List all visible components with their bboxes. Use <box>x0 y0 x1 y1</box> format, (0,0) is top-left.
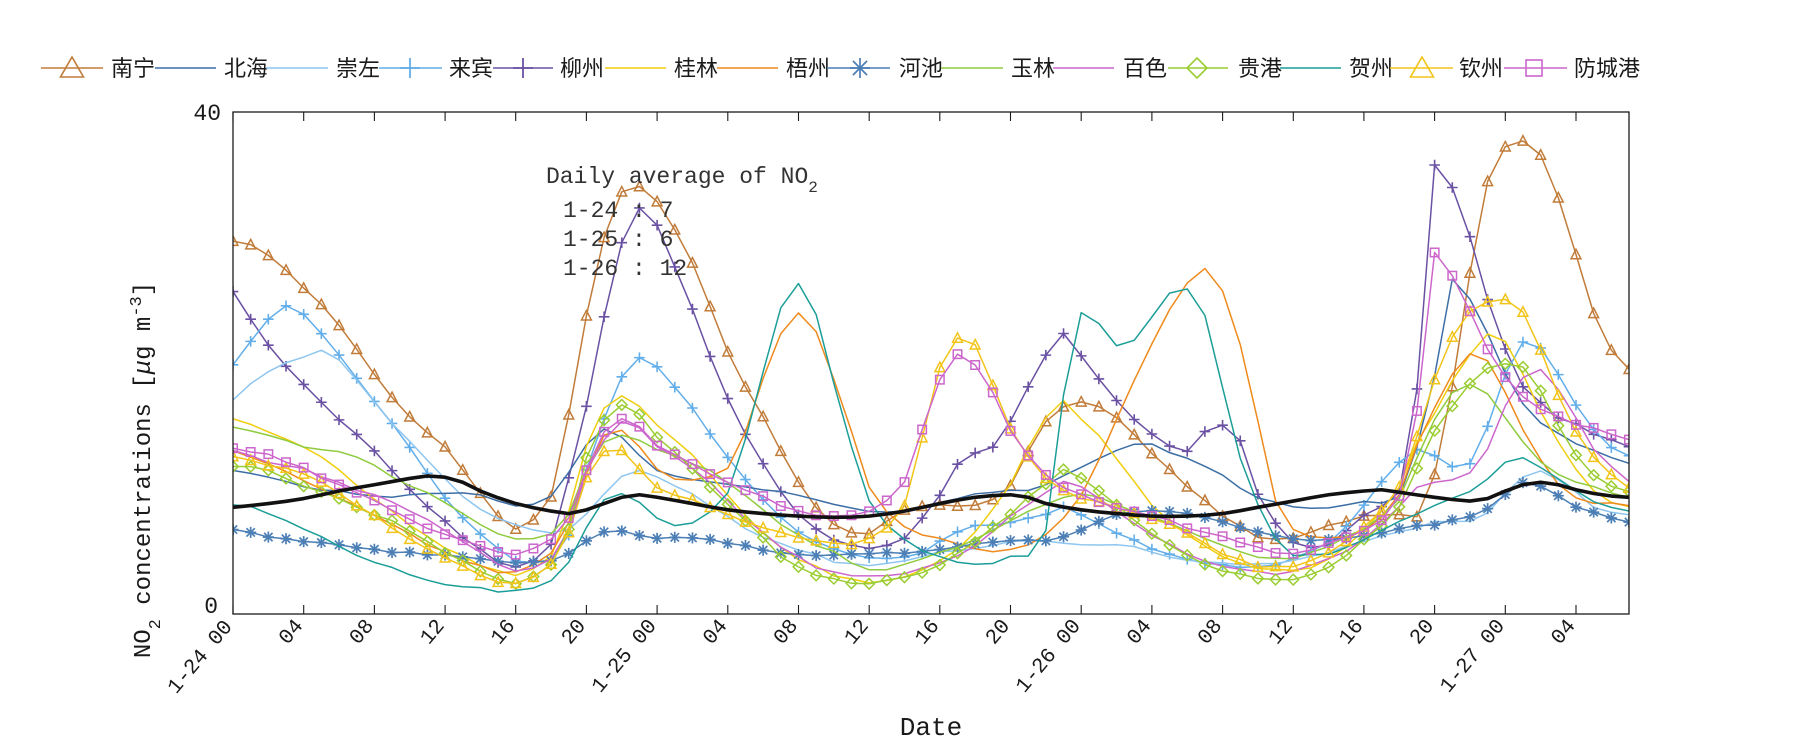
svg-text:防城港: 防城港 <box>1574 57 1640 83</box>
svg-text:梧州: 梧州 <box>786 57 830 83</box>
svg-text:北海: 北海 <box>224 57 268 83</box>
svg-text:Date: Date <box>900 713 962 743</box>
svg-text:河池: 河池 <box>899 57 943 83</box>
svg-text:桂林: 桂林 <box>674 57 718 83</box>
svg-text:南宁: 南宁 <box>111 57 155 83</box>
svg-text:钦州: 钦州 <box>1459 57 1503 83</box>
svg-text:来宾: 来宾 <box>449 57 493 83</box>
svg-text:0: 0 <box>204 594 218 620</box>
svg-text:1-25 : 6: 1-25 : 6 <box>563 227 673 253</box>
svg-text:40: 40 <box>193 101 221 127</box>
svg-text:玉林: 玉林 <box>1011 57 1055 83</box>
svg-text:贵港: 贵港 <box>1238 57 1282 83</box>
svg-text:贺州: 贺州 <box>1349 57 1393 83</box>
svg-text:1-24 : 7: 1-24 : 7 <box>563 198 673 224</box>
svg-text:柳州: 柳州 <box>560 57 604 83</box>
svg-text:百色: 百色 <box>1123 57 1167 83</box>
svg-text:1-26 : 12: 1-26 : 12 <box>563 256 687 282</box>
svg-text:崇左: 崇左 <box>336 57 380 83</box>
